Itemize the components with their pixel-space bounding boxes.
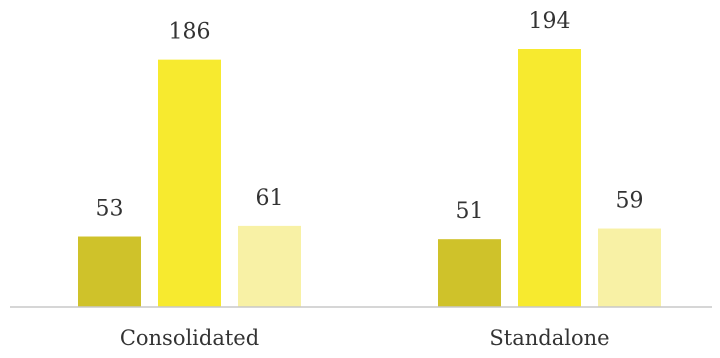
category-label-consolidated: Consolidated — [120, 326, 259, 350]
bar-consolidated-2 — [158, 59, 221, 307]
data-label-standalone-1: 51 — [456, 199, 484, 224]
data-label-standalone-3: 59 — [616, 189, 644, 214]
bar-consolidated-1 — [78, 236, 141, 307]
bar-standalone-3 — [598, 228, 661, 307]
bar-consolidated-3 — [238, 225, 301, 307]
data-label-standalone-2: 194 — [529, 9, 571, 34]
category-label-standalone: Standalone — [489, 326, 609, 350]
data-label-consolidated-2: 186 — [169, 20, 211, 45]
bars-layer — [78, 49, 661, 307]
category-labels-layer: Consolidated Standalone — [120, 326, 610, 350]
data-label-consolidated-1: 53 — [96, 197, 124, 222]
value-labels-layer: 53 186 61 51 194 59 — [96, 9, 644, 224]
data-label-consolidated-3: 61 — [256, 186, 284, 211]
bar-standalone-2 — [518, 49, 581, 307]
bar-standalone-1 — [438, 239, 501, 307]
